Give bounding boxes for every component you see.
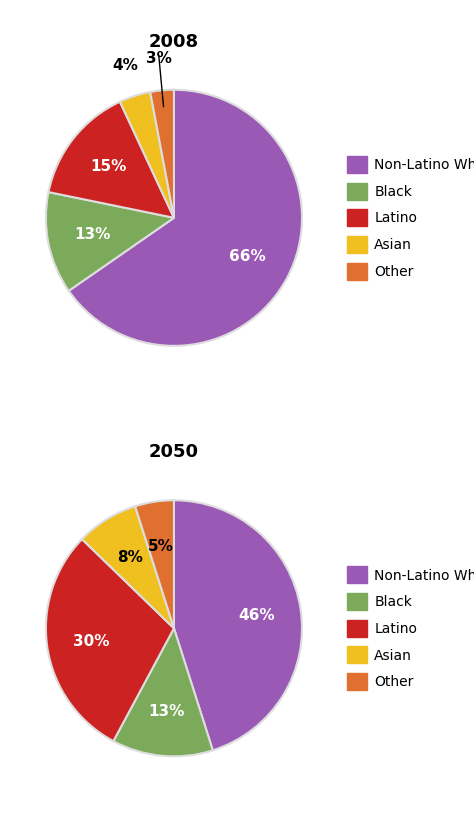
Text: 3%: 3% <box>146 51 172 66</box>
Text: 8%: 8% <box>117 550 143 565</box>
Wedge shape <box>174 500 302 750</box>
Wedge shape <box>135 500 174 628</box>
Wedge shape <box>46 539 174 741</box>
Text: 30%: 30% <box>73 634 110 649</box>
Wedge shape <box>48 102 174 218</box>
Text: 15%: 15% <box>91 158 127 174</box>
Wedge shape <box>120 92 174 218</box>
Wedge shape <box>69 89 302 346</box>
Text: 66%: 66% <box>229 249 266 264</box>
Text: 5%: 5% <box>148 539 174 553</box>
Title: 2008: 2008 <box>149 33 199 51</box>
Text: 4%: 4% <box>112 58 138 73</box>
Wedge shape <box>46 192 174 291</box>
Text: 13%: 13% <box>148 704 184 718</box>
Legend: Non-Latino White, Black, Latino, Asian, Other: Non-Latino White, Black, Latino, Asian, … <box>341 561 474 695</box>
Wedge shape <box>82 507 174 628</box>
Wedge shape <box>113 628 213 756</box>
Text: 46%: 46% <box>238 608 274 623</box>
Legend: Non-Latino White, Black, Latino, Asian, Other: Non-Latino White, Black, Latino, Asian, … <box>341 150 474 285</box>
Text: 13%: 13% <box>74 227 110 242</box>
Title: 2050: 2050 <box>149 443 199 461</box>
Wedge shape <box>150 89 174 218</box>
